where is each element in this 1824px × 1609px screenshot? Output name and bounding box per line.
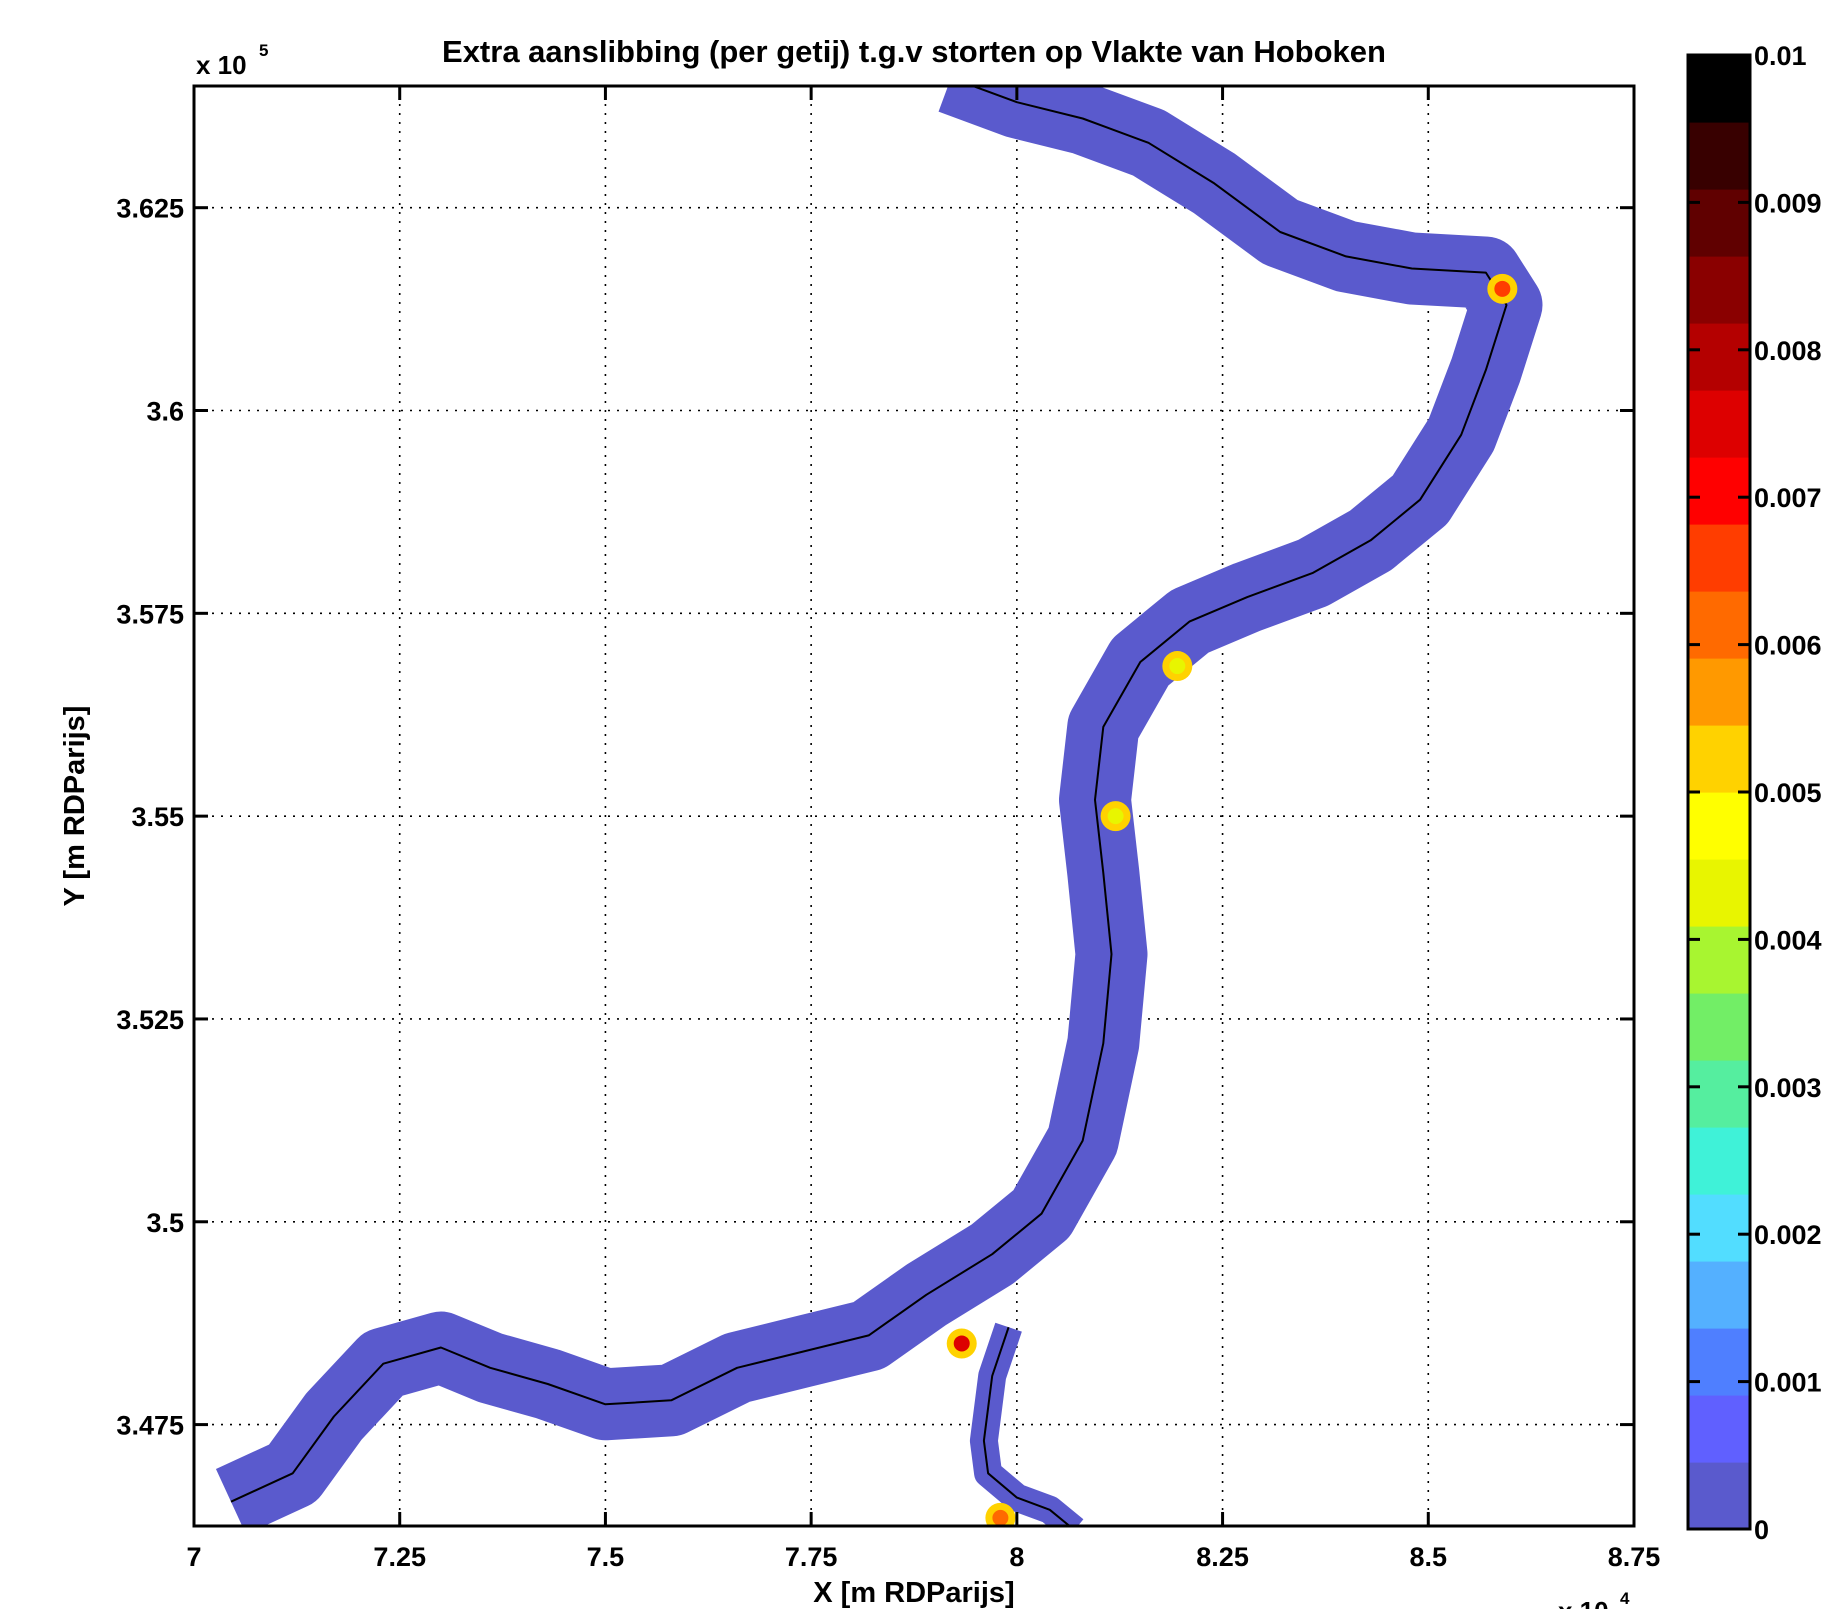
river-layer xyxy=(215,86,1543,1526)
colorbar xyxy=(1686,53,1752,1531)
colorbar-band xyxy=(1688,1328,1750,1396)
x-tick-label: 7.75 xyxy=(785,1542,838,1572)
colorbar-band xyxy=(1688,926,1750,994)
hotspot xyxy=(953,1335,970,1352)
colorbar-tick-label: 0.002 xyxy=(1754,1220,1822,1250)
y-exponent-power: 5 xyxy=(259,41,268,60)
colorbar-band xyxy=(1688,725,1750,793)
colorbar-band xyxy=(1688,1127,1750,1195)
x-tick-label: 7.5 xyxy=(587,1542,625,1572)
colorbar-band xyxy=(1688,1261,1750,1329)
x-tick-labels: 7 7.25 7.5 7.75 8 8.25 8.5 8.75 xyxy=(186,1542,1660,1572)
x-tick-label: 8.5 xyxy=(1410,1542,1448,1572)
plot-frame xyxy=(192,84,1636,1528)
hotspot xyxy=(992,1509,1009,1526)
colorbar-band xyxy=(1688,859,1750,927)
colorbar-band xyxy=(1688,256,1750,324)
chart-title: Extra aanslibbing (per getij) t.g.v stor… xyxy=(442,34,1386,69)
y-tick-label: 3.475 xyxy=(116,1411,184,1441)
x-exponent-power: 4 xyxy=(1620,1589,1630,1608)
colorbar-tick-label: 0 xyxy=(1754,1515,1769,1545)
y-tick-label: 3.55 xyxy=(131,802,184,832)
colorbar-tick-label: 0.005 xyxy=(1754,778,1822,808)
y-tick-label: 3.5 xyxy=(146,1208,184,1238)
y-tick-labels: 3.475 3.5 3.525 3.55 3.575 3.6 3.625 xyxy=(116,194,184,1441)
x-tick-label: 7 xyxy=(186,1542,201,1572)
colorbar-tick-label: 0.007 xyxy=(1754,483,1822,513)
colorbar-band xyxy=(1688,524,1750,592)
x-tick-label: 8.25 xyxy=(1196,1542,1249,1572)
colorbar-band xyxy=(1688,1462,1750,1530)
x-axis-label: X [m RDParijs] xyxy=(813,1577,1014,1609)
river-centerline xyxy=(230,86,1508,1503)
colorbar-band xyxy=(1688,591,1750,659)
colorbar-tick-labels: 0 0.001 0.002 0.003 0.004 0.005 0.006 0.007 0.00… xyxy=(1754,41,1822,1545)
tributary-centerline xyxy=(982,1326,1072,1526)
colorbar-tick-label: 0.001 xyxy=(1754,1368,1822,1398)
x-tick-label: 7.25 xyxy=(373,1542,426,1572)
colorbar-band xyxy=(1688,1395,1750,1463)
colorbar-band xyxy=(1688,323,1750,391)
y-exponent: x 10 5 xyxy=(196,41,268,80)
y-tick-label: 3.6 xyxy=(146,397,184,427)
colorbar-band xyxy=(1688,658,1750,726)
axis-ticks xyxy=(192,86,1636,1526)
x-tick-label: 8.75 xyxy=(1608,1542,1661,1572)
colorbar-band xyxy=(1688,189,1750,257)
x-exponent-base: x 10 xyxy=(1558,1596,1609,1609)
colorbar-tick-label: 0.006 xyxy=(1754,631,1822,661)
y-exponent-base: x 10 xyxy=(196,50,247,80)
hotspot xyxy=(1107,808,1124,825)
colorbar-band xyxy=(1688,55,1750,123)
hotspot xyxy=(1169,658,1186,675)
colorbar-band xyxy=(1688,457,1750,525)
x-tick-label: 8 xyxy=(1009,1542,1024,1572)
x-exponent: x 10 4 xyxy=(1558,1589,1630,1609)
colorbar-band xyxy=(1688,122,1750,190)
colorbar-band xyxy=(1688,1194,1750,1262)
colorbar-band xyxy=(1688,993,1750,1061)
colorbar-tick-label: 0.003 xyxy=(1754,1073,1822,1103)
colorbar-band xyxy=(1688,792,1750,860)
colorbar-tick-label: 0.009 xyxy=(1754,188,1822,218)
y-axis-label: Y [m RDParijs] xyxy=(59,706,91,907)
colorbar-tick-label: 0.004 xyxy=(1754,925,1822,955)
colorbar-band xyxy=(1688,1060,1750,1128)
colorbar-tick-label: 0.008 xyxy=(1754,336,1822,366)
colorbar-band xyxy=(1688,390,1750,458)
y-tick-label: 3.625 xyxy=(116,194,184,224)
colorbar-tick-label: 0.01 xyxy=(1754,41,1807,71)
y-tick-label: 3.575 xyxy=(116,599,184,629)
y-tick-label: 3.525 xyxy=(116,1005,184,1035)
hotspot xyxy=(1494,280,1511,297)
plot-area xyxy=(192,84,1636,1528)
